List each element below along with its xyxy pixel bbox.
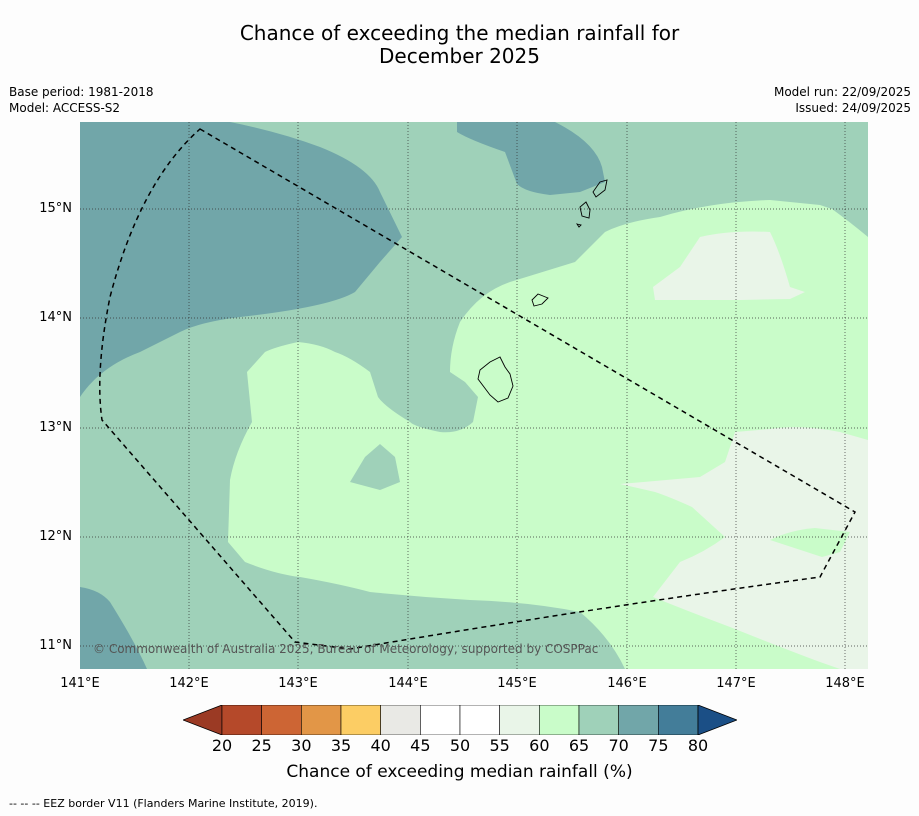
lat-label-12n: 12°N <box>39 529 72 544</box>
map-title-line1: Chance of exceeding the median rainfall … <box>239 21 680 45</box>
colorbar-cell <box>261 705 302 735</box>
model-run: Model run: 22/09/2025 <box>773 85 911 99</box>
copyright-notice: © Commonwealth of Australia 2025, Bureau… <box>93 642 599 656</box>
colorbar-tick-label: 70 <box>608 736 629 755</box>
region-55-60-northeast <box>653 231 805 300</box>
lat-label-11n: 11°N <box>39 638 72 653</box>
map-title-line2: December 2025 <box>379 44 540 68</box>
colorbar-high-arrow <box>697 705 737 735</box>
colorbar-tick-label: 30 <box>291 736 312 755</box>
lat-label-15n: 15°N <box>39 201 72 216</box>
lon-label-145e: 145°E <box>497 676 537 691</box>
issued-date: Issued: 24/09/2025 <box>795 101 911 115</box>
lon-label-147e: 147°E <box>716 676 756 691</box>
colorbar-cell <box>420 705 461 735</box>
lon-label-144e: 144°E <box>388 676 428 691</box>
colorbar-tick-label: 50 <box>449 736 471 755</box>
colorbar-cell <box>459 705 500 735</box>
lat-label-14n: 14°N <box>39 310 72 325</box>
colorbar-cell <box>618 705 659 735</box>
lon-label-142e: 142°E <box>169 676 209 691</box>
colorbar-tick-label: 55 <box>489 736 510 755</box>
colorbar-tick-label: 45 <box>410 736 431 755</box>
colorbar-tick-label: 35 <box>330 736 352 755</box>
colorbar-tick-label: 75 <box>648 736 669 755</box>
colorbar-tick-label: 40 <box>370 736 391 755</box>
colorbar-cell <box>340 705 381 735</box>
islands <box>477 179 608 403</box>
region-70-75-north <box>457 122 605 195</box>
colorbar-tick-label: 20 <box>211 736 233 755</box>
colorbar-cell <box>380 705 421 735</box>
eez-border <box>99 128 857 650</box>
colorbar-label: Chance of exceeding median rainfall (%) <box>286 762 633 782</box>
region-70-75-southwest <box>80 587 147 669</box>
colorbar-cell <box>539 705 580 735</box>
colorbar-tick-label: 60 <box>529 736 550 755</box>
base-period: Base period: 1981-2018 <box>9 85 154 99</box>
rota-island <box>531 293 549 307</box>
map-svg <box>80 122 868 669</box>
lon-label-148e: 148°E <box>825 676 865 691</box>
lat-label-13n: 13°N <box>39 420 72 435</box>
colorbar-tick-label: 80 <box>687 736 709 755</box>
colorbar <box>183 705 737 735</box>
colorbar-cell <box>221 705 262 735</box>
meta-right: Model run: 22/09/2025 Issued: 24/09/2025 <box>774 84 911 116</box>
meta-left: Base period: 1981-2018 Model: ACCESS-S2 <box>9 84 154 116</box>
region-60-65-pocket <box>770 528 850 557</box>
region-70-75-northwest <box>80 122 402 397</box>
map-title: Chance of exceeding the median rainfall … <box>0 22 919 68</box>
lon-label-143e: 143°E <box>278 676 318 691</box>
colorbar-cells <box>221 705 699 735</box>
map-panel <box>80 122 868 669</box>
colorbar-cell <box>658 705 699 735</box>
aguijan-island <box>575 223 582 228</box>
eez-legend: -- -- -- EEZ border V11 (Flanders Marine… <box>9 797 318 810</box>
colorbar-tick-label: 65 <box>568 736 590 755</box>
model-name: Model: ACCESS-S2 <box>9 101 121 115</box>
colorbar-tick-label: 25 <box>251 736 272 755</box>
lon-label-146e: 146°E <box>607 676 647 691</box>
saipan-island <box>592 179 608 198</box>
graticule <box>80 122 868 669</box>
colorbar-cell <box>578 705 619 735</box>
region-65-70-patch <box>350 444 400 490</box>
lon-label-141e: 141°E <box>60 676 100 691</box>
guam-island <box>477 356 514 403</box>
region-55-60-southeast <box>620 427 868 669</box>
colorbar-cell <box>301 705 342 735</box>
colorbar-cell <box>499 705 540 735</box>
colorbar-low-arrow <box>183 705 223 735</box>
tinian-island <box>579 201 591 219</box>
